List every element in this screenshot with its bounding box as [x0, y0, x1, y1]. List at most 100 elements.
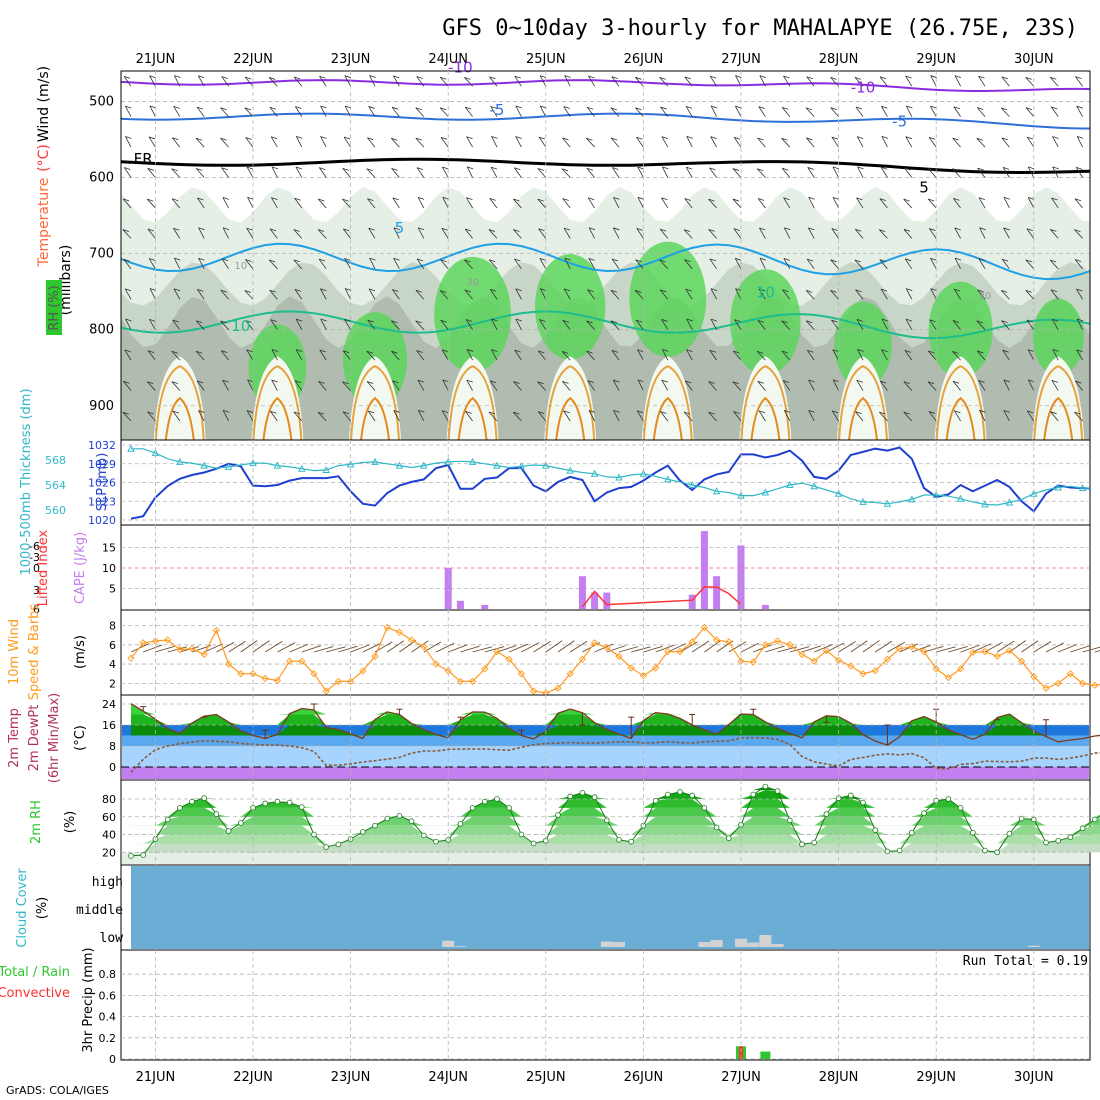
- wind-barb-flag: [147, 198, 154, 202]
- wind-barb: [1000, 290, 1010, 300]
- wind-barb-flag: [611, 350, 619, 353]
- wind-barb-flag: [195, 350, 203, 354]
- surface-wind-barb: [789, 646, 810, 653]
- wind-speed-point: [261, 674, 269, 683]
- wind-barb-flag: [415, 107, 422, 111]
- wind-barb: [149, 75, 156, 87]
- precip-convective-label: Convective: [0, 986, 70, 1001]
- wind-barb-flag: [392, 380, 399, 384]
- wind-barb: [611, 167, 620, 178]
- wind-barb: [513, 229, 522, 239]
- wind-barb-flag: [245, 259, 252, 262]
- surface-wind-barb: [936, 646, 956, 653]
- wind-barb: [415, 107, 425, 117]
- wind-barb-flag: [708, 411, 715, 415]
- wind-barb-flag: [246, 410, 254, 413]
- wind-speed-point: [481, 665, 489, 673]
- wind-barb: [195, 137, 205, 148]
- wind-barb: [1026, 136, 1035, 148]
- surface-wind-barb: [874, 640, 893, 653]
- wind-barb-flag: [881, 105, 888, 109]
- thickness-point: [346, 460, 355, 468]
- wind-speed-point: [407, 636, 416, 644]
- wind-barb: [367, 137, 376, 148]
- wind-barb: [927, 168, 937, 178]
- wind-speed-point: [505, 655, 513, 663]
- rh-point: [847, 792, 854, 799]
- pressure-tick-label: 500: [89, 94, 114, 109]
- wind-barb: [466, 136, 473, 148]
- slp-tick-labels: 1020 1023 1026 1029 1032 560 564 568: [45, 439, 116, 527]
- wind-barb: [270, 411, 278, 422]
- wind-barb-flag: [490, 106, 497, 109]
- wind-barb: [271, 349, 278, 361]
- wind-barb: [586, 107, 595, 117]
- wind-barb-flag: [562, 381, 569, 384]
- wind-barb: [489, 380, 498, 391]
- wind-barb: [1025, 259, 1035, 270]
- wind-barb: [1052, 166, 1059, 178]
- wind-barb: [1050, 411, 1059, 422]
- wind-barb: [782, 380, 791, 391]
- wind-barb-flag: [196, 168, 203, 171]
- wind-barb-flag: [198, 75, 205, 79]
- wind-barb-flag: [831, 228, 838, 231]
- wind-barb-flag: [1002, 258, 1009, 262]
- wind-barb: [1025, 77, 1035, 87]
- wind-barb: [197, 289, 205, 300]
- wind-barb-flag: [271, 166, 279, 170]
- wind-barb-flag: [953, 197, 960, 201]
- wind-barb: [369, 257, 376, 269]
- rh-point: [628, 838, 634, 845]
- wind-barb: [464, 228, 473, 239]
- rh-point: [396, 813, 403, 819]
- contour-15: [1033, 365, 1084, 440]
- wind-barb-flag: [1001, 320, 1008, 324]
- wind-barb: [344, 105, 351, 117]
- day-label-top: 28JUN: [819, 52, 859, 67]
- wind-barb-flag: [319, 167, 326, 171]
- wind-barb-flag: [271, 379, 278, 383]
- wind-barb: [562, 198, 571, 209]
- wind-barb: [832, 166, 839, 178]
- wind-speed-point: [1066, 670, 1075, 678]
- wind-barb-flag: [1052, 349, 1059, 352]
- wind-barb-flag: [122, 229, 129, 232]
- contour-label: -5: [490, 101, 505, 119]
- contour-label: 30: [466, 278, 479, 289]
- wind-barb: [196, 380, 205, 391]
- wind-barb: [952, 320, 961, 330]
- rh-moist-blob: [535, 254, 606, 360]
- wind-barb-flag: [587, 289, 594, 293]
- wind-barb-flag: [345, 288, 352, 291]
- wind-barb: [930, 288, 937, 300]
- wind-barb: [247, 379, 254, 391]
- wind-barb: [367, 319, 376, 330]
- wind-speed-point: [834, 656, 843, 664]
- wind-barb: [123, 381, 132, 391]
- rh-moist-blob: [730, 269, 801, 375]
- thickness-point: [1054, 483, 1062, 491]
- wind-barb-flag: [369, 75, 376, 78]
- wind-barb-flag: [196, 380, 204, 384]
- wind-barb: [466, 166, 473, 178]
- wind-barb-flag: [733, 350, 740, 354]
- rh-point: [274, 798, 281, 805]
- wind-barb: [442, 379, 449, 391]
- wind-barb-flag: [637, 379, 645, 383]
- wind-barb-flag: [904, 349, 911, 353]
- wind-barb: [806, 258, 815, 270]
- wind-barb-flag: [1052, 318, 1059, 322]
- low-cloud-bar: [454, 946, 467, 947]
- wind-barb: [637, 166, 644, 178]
- surface-wind-barb: [643, 645, 663, 653]
- wind-barb: [808, 379, 815, 391]
- rh-point: [494, 796, 500, 802]
- rh-point: [908, 829, 915, 836]
- thickness-point: [664, 475, 672, 483]
- wind-barb: [124, 288, 132, 300]
- wind-speed-point: [200, 650, 208, 659]
- cape-bar: [688, 594, 696, 609]
- temp-band: [122, 735, 1089, 746]
- day-label-bottom: 27JUN: [721, 1070, 761, 1085]
